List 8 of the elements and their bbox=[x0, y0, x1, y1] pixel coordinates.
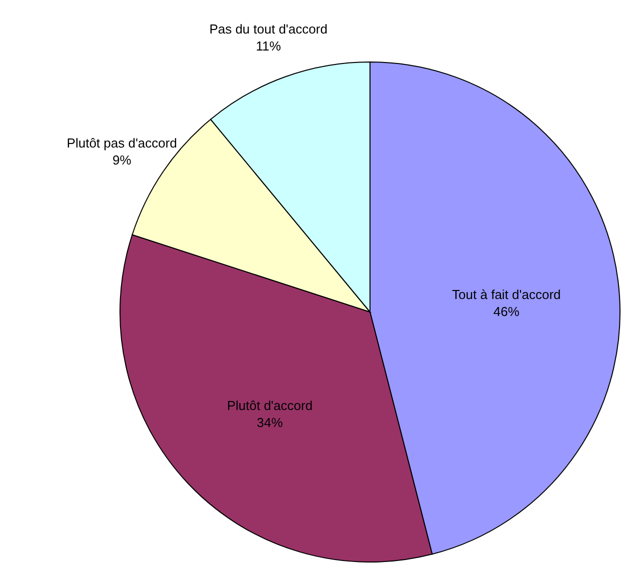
slice-label: Pas du tout d'accord bbox=[209, 22, 328, 37]
slice-label: Plutôt d'accord bbox=[226, 398, 313, 414]
data-label: 46% bbox=[493, 304, 520, 319]
data-label: 9% bbox=[112, 152, 132, 168]
data-label: 11% bbox=[256, 38, 282, 54]
data-label: 34% bbox=[256, 415, 284, 430]
slice-label: Tout à fait d'accord bbox=[452, 286, 561, 302]
slice-label: Plutôt pas d'accord bbox=[66, 135, 177, 150]
